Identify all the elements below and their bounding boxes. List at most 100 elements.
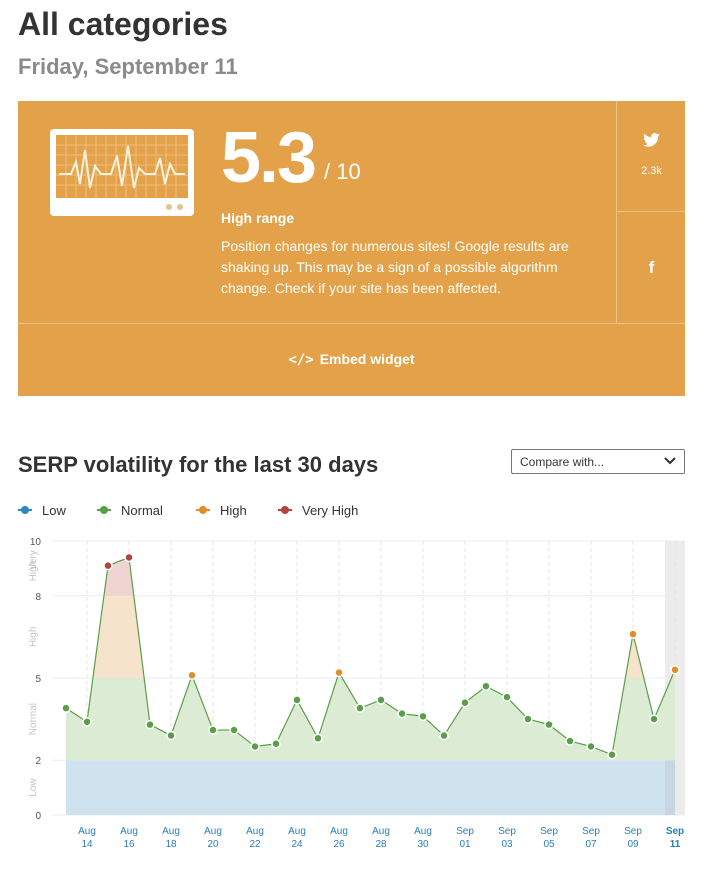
x-tick-day: 14 xyxy=(81,839,93,850)
x-tick-month: Sep xyxy=(624,826,642,837)
x-tick-day: 05 xyxy=(543,839,555,850)
facebook-icon: f xyxy=(648,258,655,277)
code-icon: </> xyxy=(288,352,314,368)
compare-with-select[interactable]: Compare with... xyxy=(511,449,685,474)
x-tick-month: Sep xyxy=(666,826,684,837)
area-band-low xyxy=(66,760,675,815)
legend-item-high[interactable]: High xyxy=(196,503,247,518)
data-point xyxy=(61,703,71,713)
compare-with-value: Compare with... xyxy=(520,455,605,469)
data-point xyxy=(544,719,554,730)
x-tick-month: Aug xyxy=(246,826,264,837)
data-point xyxy=(607,749,617,760)
today-highlight-low xyxy=(665,760,675,815)
x-tick-day: 20 xyxy=(207,839,219,850)
x-tick-day: 01 xyxy=(459,839,471,850)
page-date: Friday, September 11 xyxy=(18,54,238,79)
volatility-score: 5.3 xyxy=(221,118,317,198)
data-point xyxy=(355,703,365,713)
data-point xyxy=(649,714,659,724)
data-point xyxy=(439,730,449,741)
data-point xyxy=(565,736,575,746)
data-point xyxy=(502,692,512,702)
data-point xyxy=(250,741,260,752)
x-tick-month: Sep xyxy=(540,826,558,837)
data-point xyxy=(271,739,281,749)
x-tick-day: 28 xyxy=(375,839,387,850)
x-tick-month: Aug xyxy=(204,826,222,837)
volatility-card: 5.3 / 10 High range Position changes for… xyxy=(18,101,686,396)
data-point xyxy=(523,714,533,724)
x-tick-day: 24 xyxy=(291,839,303,850)
x-tick-day: 07 xyxy=(585,839,597,850)
band-axis-label: Very xyxy=(28,550,39,570)
data-point xyxy=(103,560,113,571)
legend-item-very-high[interactable]: Very High xyxy=(278,503,358,518)
facebook-share-button[interactable]: f xyxy=(617,212,686,323)
data-point xyxy=(208,725,218,735)
y-tick-label: 10 xyxy=(30,537,42,548)
band-axis-label: High xyxy=(28,627,39,648)
x-tick-month: Aug xyxy=(372,826,390,837)
range-description: Position changes for numerous sites! Goo… xyxy=(221,238,569,296)
legend-marker-normal xyxy=(97,505,111,514)
twitter-icon xyxy=(643,133,660,147)
data-point xyxy=(460,697,470,708)
data-point xyxy=(313,733,323,744)
x-tick-month: Aug xyxy=(120,826,138,837)
x-tick-month: Sep xyxy=(582,826,600,837)
legend-label-low: Low xyxy=(42,503,66,518)
data-point xyxy=(397,708,407,719)
embed-widget-button[interactable]: </> Embed widget xyxy=(18,323,685,396)
x-tick-day: 26 xyxy=(333,839,345,850)
x-tick-day: 22 xyxy=(249,839,261,850)
monitor-icon xyxy=(50,129,194,216)
x-tick-day: 11 xyxy=(670,839,681,850)
legend-marker-low xyxy=(18,505,32,514)
x-tick-month: Aug xyxy=(330,826,348,837)
x-tick-day: 30 xyxy=(417,839,429,850)
x-tick-day: 18 xyxy=(165,839,177,850)
data-point xyxy=(145,719,155,730)
x-tick-month: Aug xyxy=(78,826,96,837)
data-point xyxy=(334,667,344,678)
legend-label-very-high: Very High xyxy=(302,503,359,518)
data-point xyxy=(481,681,491,691)
page-title: All categories xyxy=(18,6,228,42)
data-point xyxy=(187,670,197,681)
x-tick-month: Aug xyxy=(288,826,306,837)
x-tick-month: Aug xyxy=(414,826,432,837)
volatility-chart: 025810LowNormalHighVeryHighAug14Aug16Aug… xyxy=(28,537,685,850)
x-tick-month: Sep xyxy=(498,826,516,837)
legend-label-normal: Normal xyxy=(121,503,163,518)
share-panel: 2.3k f xyxy=(616,101,686,323)
chevron-down-icon xyxy=(664,457,676,465)
twitter-share-button[interactable]: 2.3k xyxy=(617,101,686,212)
area-band-normal xyxy=(66,678,675,761)
section-title: SERP volatility for the last 30 days xyxy=(18,452,379,477)
legend-item-low[interactable]: Low xyxy=(18,503,66,518)
y-tick-label: 2 xyxy=(35,756,41,767)
range-label: High range xyxy=(221,210,295,226)
y-tick-label: 0 xyxy=(35,811,41,822)
band-axis-label: High xyxy=(28,561,39,582)
score-max: / 10 xyxy=(324,159,361,184)
x-tick-day: 03 xyxy=(501,839,513,850)
legend-label-high: High xyxy=(220,503,247,518)
x-tick-month: Sep xyxy=(456,826,474,837)
y-tick-label: 8 xyxy=(35,592,41,603)
data-point xyxy=(376,695,386,705)
data-point xyxy=(586,741,596,752)
band-axis-label: Normal xyxy=(28,703,39,735)
card-main: 5.3 / 10 High range Position changes for… xyxy=(18,101,616,323)
legend-marker-very-high xyxy=(278,505,292,514)
band-axis-label: Low xyxy=(28,778,39,797)
data-point xyxy=(82,717,92,727)
legend-item-normal[interactable]: Normal xyxy=(97,503,163,518)
data-point xyxy=(418,711,428,722)
data-point xyxy=(124,552,134,563)
y-tick-label: 5 xyxy=(35,674,41,685)
legend-marker-high xyxy=(196,505,210,514)
data-point xyxy=(166,730,176,741)
embed-widget-label: Embed widget xyxy=(319,351,415,367)
